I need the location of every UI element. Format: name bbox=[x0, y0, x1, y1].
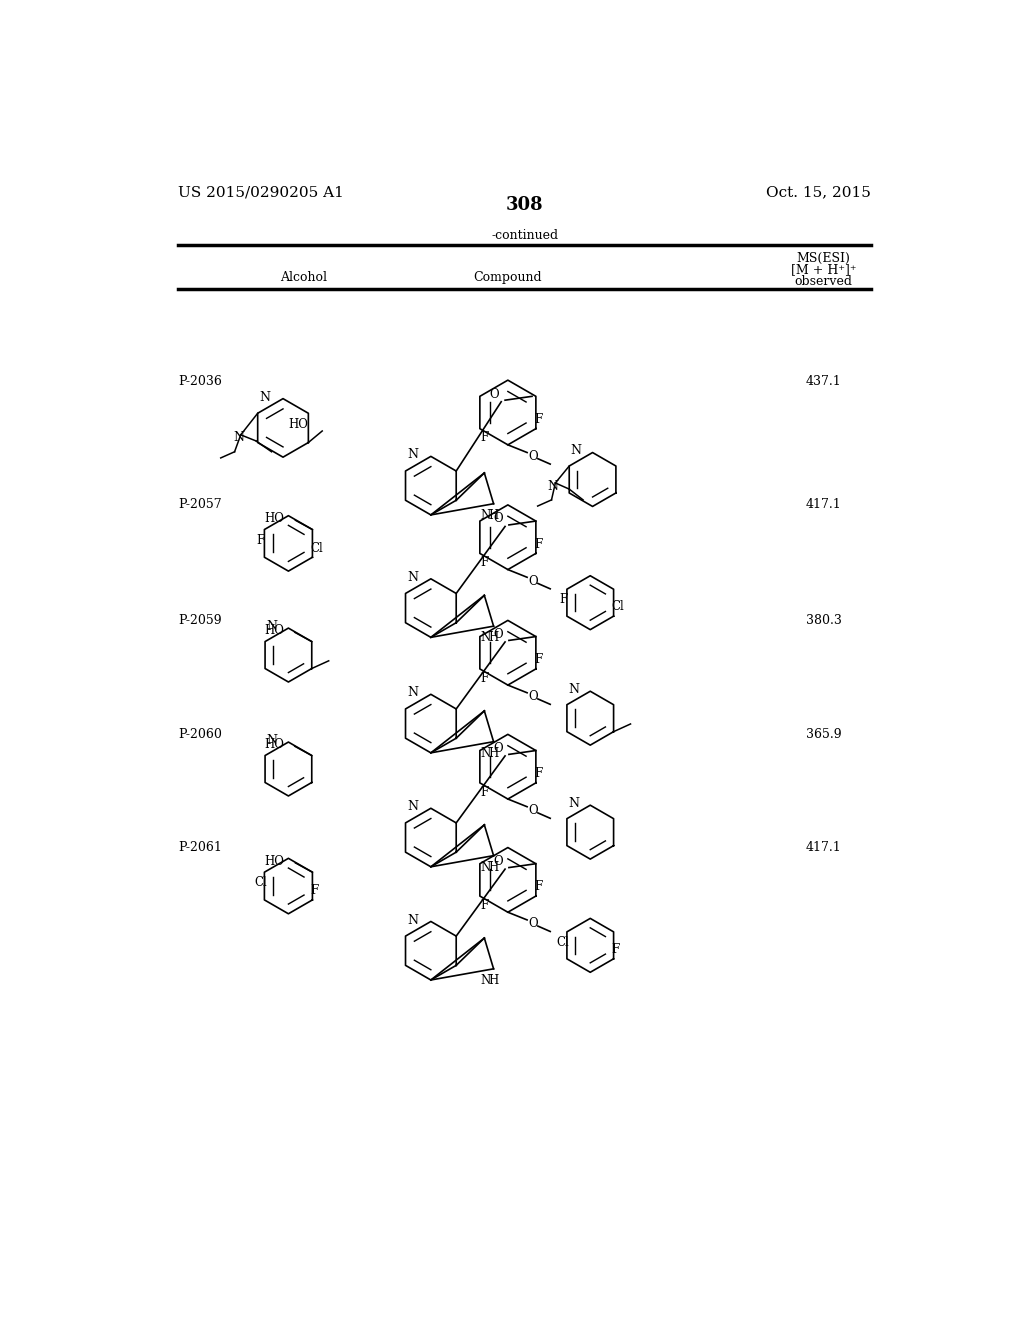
Text: O: O bbox=[528, 450, 538, 463]
Text: P-2057: P-2057 bbox=[178, 499, 222, 511]
Text: Oct. 15, 2015: Oct. 15, 2015 bbox=[766, 185, 871, 199]
Text: N: N bbox=[480, 974, 490, 987]
Text: N: N bbox=[266, 734, 278, 747]
Text: F: F bbox=[480, 785, 488, 799]
Text: P-2036: P-2036 bbox=[178, 375, 222, 388]
Text: P-2060: P-2060 bbox=[178, 727, 222, 741]
Text: Alcohol: Alcohol bbox=[281, 271, 328, 284]
Text: O: O bbox=[528, 574, 538, 587]
Text: N: N bbox=[408, 572, 419, 583]
Text: HO: HO bbox=[265, 855, 285, 869]
Text: F: F bbox=[611, 942, 620, 956]
Text: HO: HO bbox=[264, 624, 284, 638]
Text: F: F bbox=[559, 594, 567, 606]
Text: H: H bbox=[488, 747, 499, 760]
Text: H: H bbox=[488, 631, 499, 644]
Text: N: N bbox=[568, 797, 580, 810]
Text: HO: HO bbox=[264, 738, 284, 751]
Text: Cl: Cl bbox=[254, 876, 267, 890]
Text: O: O bbox=[528, 690, 538, 704]
Text: O: O bbox=[494, 628, 503, 640]
Text: F: F bbox=[480, 899, 488, 912]
Text: -continued: -continued bbox=[492, 228, 558, 242]
Text: F: F bbox=[535, 653, 543, 667]
Text: N: N bbox=[480, 747, 490, 760]
Text: P-2061: P-2061 bbox=[178, 841, 222, 854]
Text: Cl: Cl bbox=[310, 541, 323, 554]
Text: N: N bbox=[408, 449, 419, 462]
Text: F: F bbox=[535, 880, 543, 894]
Text: N: N bbox=[408, 686, 419, 700]
Text: Compound: Compound bbox=[473, 271, 542, 284]
Text: O: O bbox=[528, 804, 538, 817]
Text: N: N bbox=[266, 620, 278, 632]
Text: O: O bbox=[494, 742, 503, 755]
Text: 380.3: 380.3 bbox=[806, 614, 842, 627]
Text: P-2059: P-2059 bbox=[178, 614, 222, 627]
Text: [M + H⁺]⁺: [M + H⁺]⁺ bbox=[791, 264, 856, 277]
Text: F: F bbox=[480, 556, 488, 569]
Text: N: N bbox=[408, 800, 419, 813]
Text: 308: 308 bbox=[506, 195, 544, 214]
Text: N: N bbox=[568, 682, 580, 696]
Text: N: N bbox=[480, 861, 490, 874]
Text: N: N bbox=[232, 432, 244, 445]
Text: 417.1: 417.1 bbox=[806, 841, 842, 854]
Text: 365.9: 365.9 bbox=[806, 727, 842, 741]
Text: F: F bbox=[480, 432, 488, 445]
Text: N: N bbox=[480, 631, 490, 644]
Text: 417.1: 417.1 bbox=[806, 499, 842, 511]
Text: N: N bbox=[548, 479, 558, 492]
Text: O: O bbox=[494, 512, 503, 525]
Text: HO: HO bbox=[289, 417, 308, 430]
Text: MS(ESI): MS(ESI) bbox=[797, 252, 851, 265]
Text: F: F bbox=[256, 533, 264, 546]
Text: F: F bbox=[310, 884, 318, 898]
Text: O: O bbox=[494, 855, 503, 869]
Text: H: H bbox=[488, 508, 499, 521]
Text: 437.1: 437.1 bbox=[806, 375, 842, 388]
Text: O: O bbox=[489, 388, 499, 400]
Text: N: N bbox=[260, 391, 270, 404]
Text: Cl: Cl bbox=[557, 936, 569, 949]
Text: HO: HO bbox=[265, 512, 285, 525]
Text: H: H bbox=[488, 861, 499, 874]
Text: O: O bbox=[528, 917, 538, 931]
Text: US 2015/0290205 A1: US 2015/0290205 A1 bbox=[178, 185, 344, 199]
Text: Cl: Cl bbox=[611, 601, 624, 614]
Text: F: F bbox=[535, 413, 543, 426]
Text: F: F bbox=[535, 537, 543, 550]
Text: N: N bbox=[570, 445, 582, 457]
Text: H: H bbox=[488, 974, 499, 987]
Text: observed: observed bbox=[795, 275, 853, 288]
Text: F: F bbox=[480, 672, 488, 685]
Text: N: N bbox=[480, 508, 490, 521]
Text: F: F bbox=[535, 767, 543, 780]
Text: N: N bbox=[408, 913, 419, 927]
